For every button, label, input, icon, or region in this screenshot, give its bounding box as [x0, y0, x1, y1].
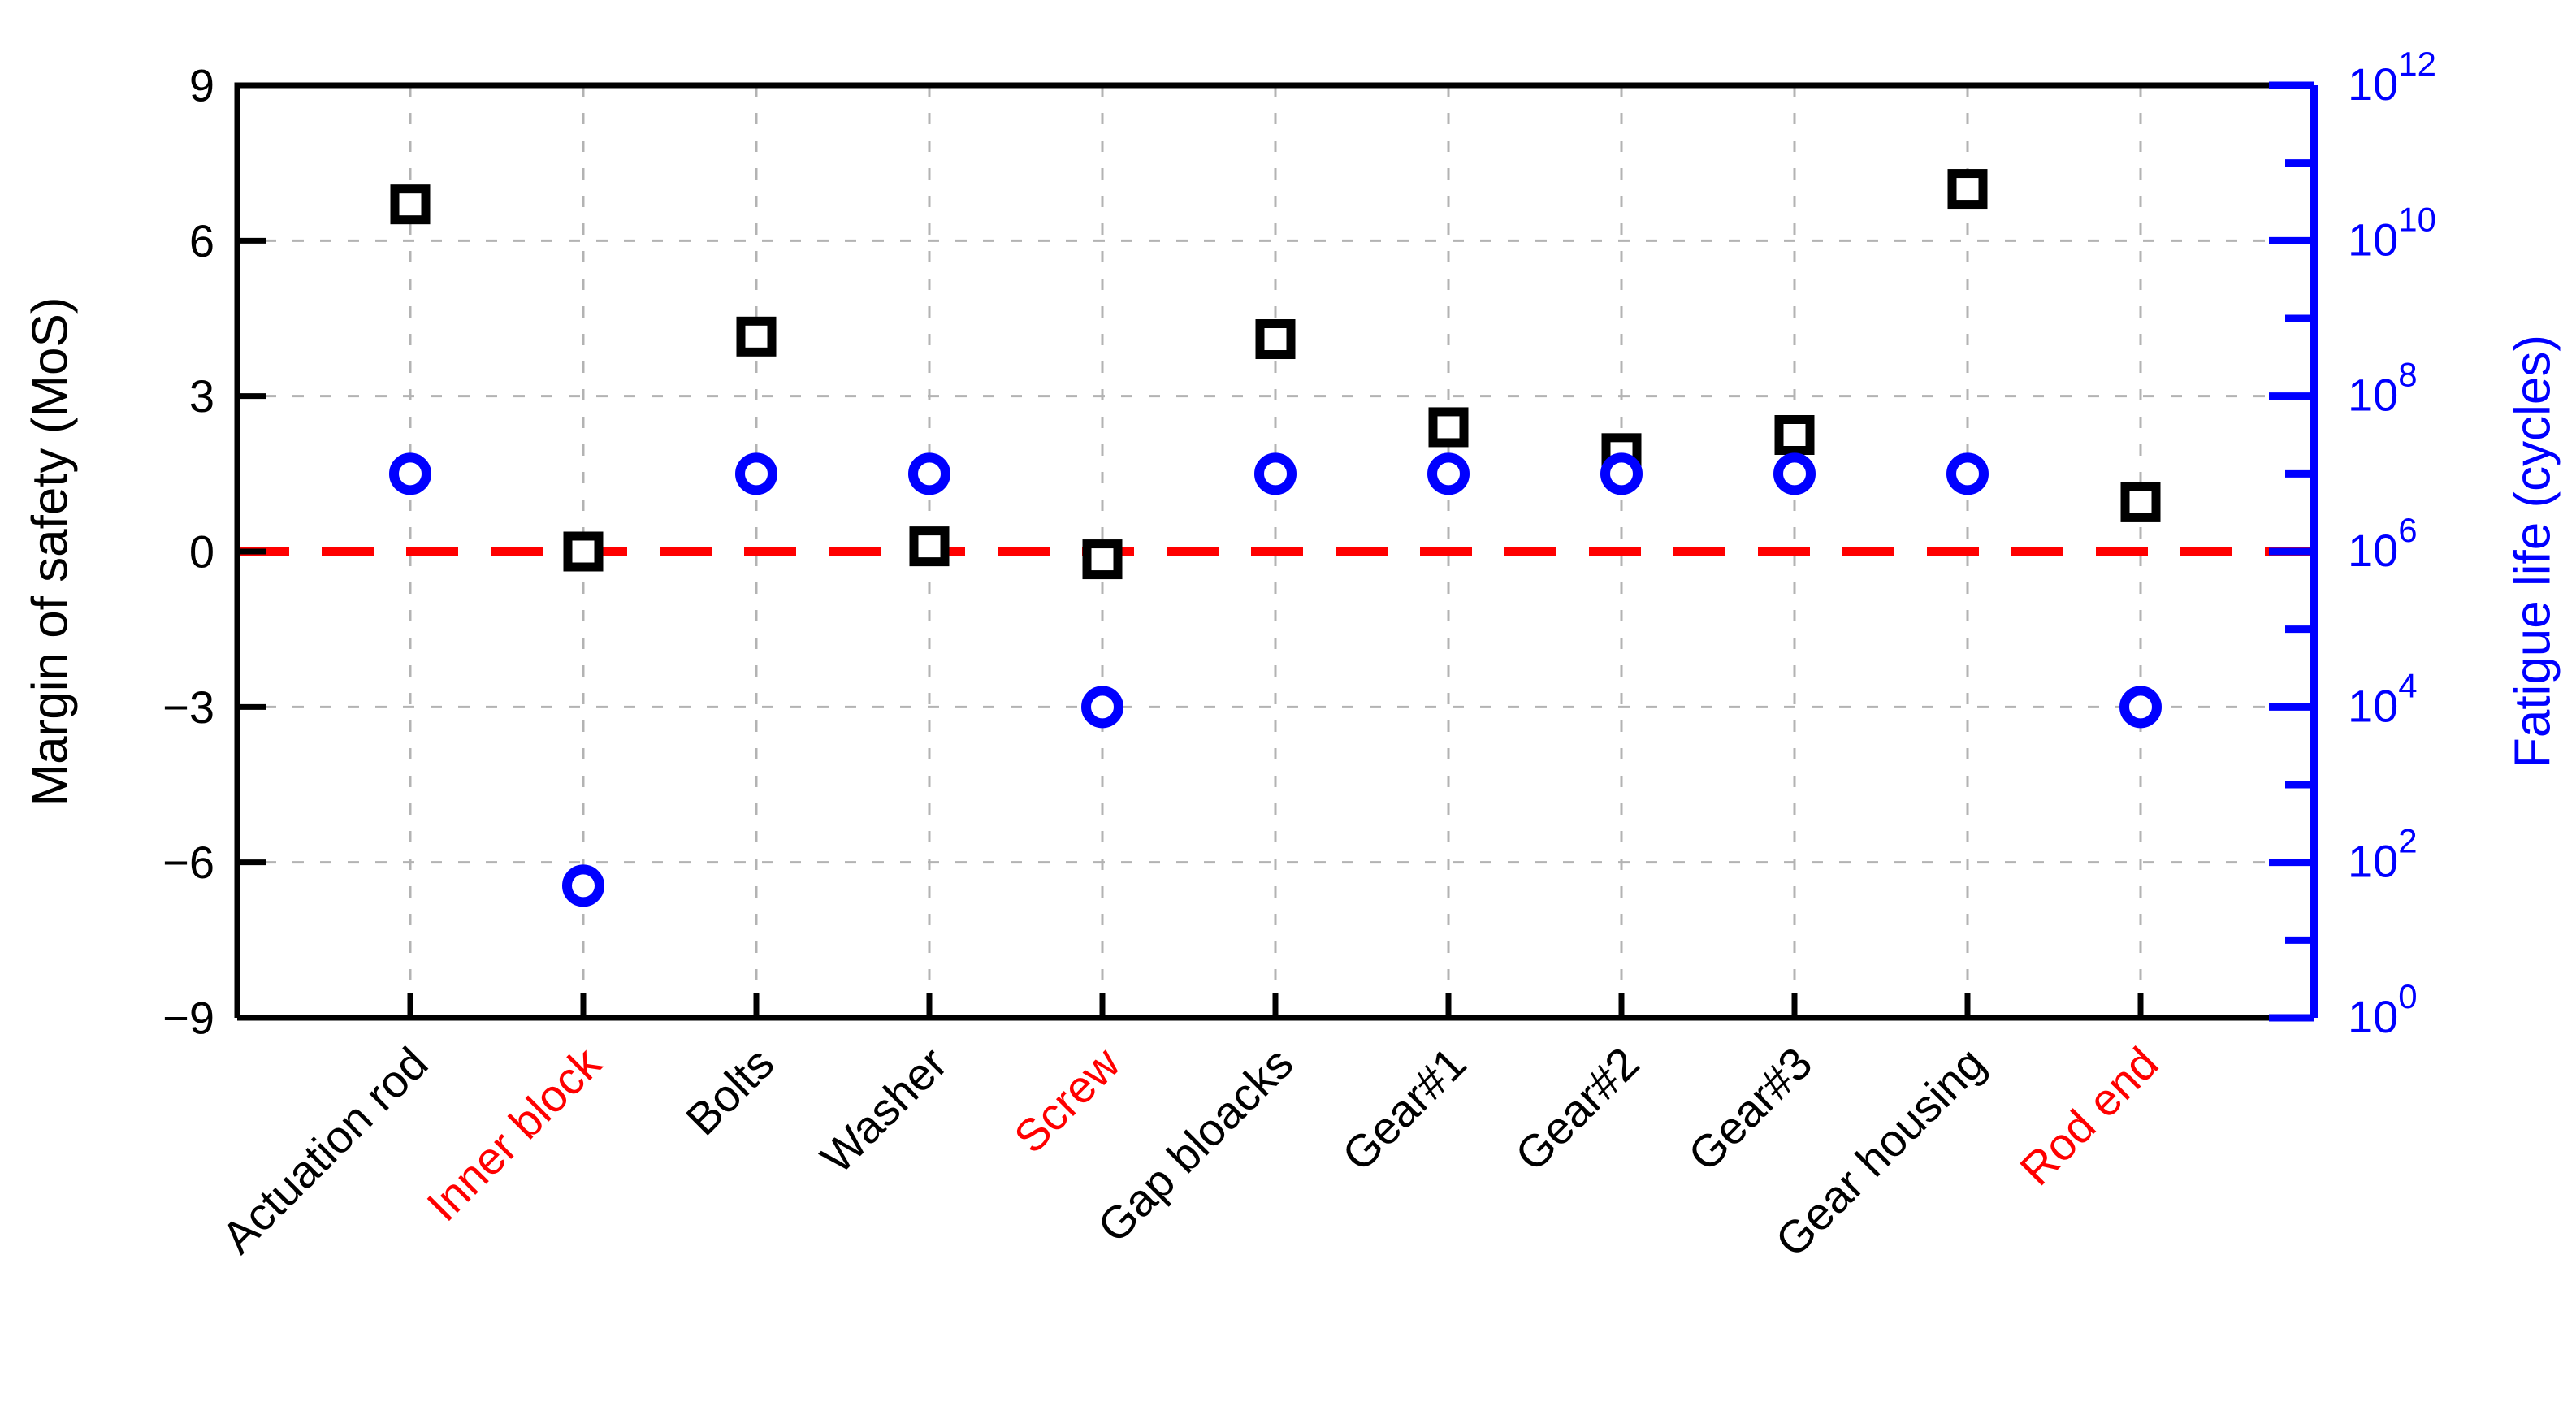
- left-axis-tick-label: 3: [189, 370, 214, 422]
- left-axis-title: Margin of safety (MoS): [22, 296, 79, 807]
- mos-marker-0: [390, 184, 431, 225]
- x-category-label-3: Washer: [811, 1037, 957, 1183]
- fatigue-marker-4: [1081, 686, 1123, 729]
- right-axis-tick-label: 1012: [2348, 45, 2436, 110]
- fatigue-marker-6: [1427, 452, 1470, 495]
- left-axis-tick-label: −6: [162, 837, 214, 888]
- fatigue-marker-0: [389, 452, 431, 495]
- fatigue-marker-9: [1946, 452, 1989, 495]
- mos-marker-10: [2120, 482, 2161, 522]
- fatigue-marker-5: [1254, 452, 1297, 495]
- mos-marker-4: [1082, 539, 1123, 580]
- mos-marker-5: [1255, 319, 1296, 360]
- x-category-label-6: Gear#1: [1332, 1037, 1476, 1181]
- left-axis-tick-label: −9: [162, 993, 214, 1044]
- fatigue-marker-3: [908, 452, 950, 495]
- x-category-label-10: Rod end: [2010, 1037, 2167, 1195]
- left-axis-tick-label: 9: [189, 60, 214, 111]
- mos-marker-6: [1428, 407, 1469, 448]
- fatigue-marker-2: [735, 452, 777, 495]
- fatigue-marker-8: [1773, 452, 1816, 495]
- right-axis-tick-label: 106: [2348, 511, 2418, 576]
- right-axis-tick-label: 100: [2348, 977, 2418, 1042]
- x-category-label-8: Gear#3: [1678, 1037, 1822, 1181]
- right-axis-tick-label: 104: [2348, 666, 2418, 731]
- x-category-label-2: Bolts: [676, 1037, 784, 1145]
- x-category-label-0: Actuation rod: [212, 1037, 438, 1263]
- right-axis-tick-label: 102: [2348, 822, 2418, 887]
- right-axis-tick-label: 1010: [2348, 200, 2436, 265]
- mos-marker-9: [1947, 169, 1988, 210]
- mos-marker-3: [909, 526, 950, 567]
- fatigue-marker-7: [1600, 452, 1643, 495]
- mos-marker-1: [563, 531, 604, 572]
- fatigue-marker-10: [2119, 686, 2162, 729]
- left-axis-tick-label: 0: [189, 526, 214, 578]
- right-axis-title: Fatigue life (cycles): [2505, 334, 2561, 769]
- fatigue-marker-1: [562, 864, 604, 907]
- mos-marker-8: [1774, 415, 1815, 455]
- x-category-label-1: Inner block: [417, 1036, 611, 1231]
- right-axis-tick-label: 108: [2348, 356, 2418, 421]
- x-category-label-7: Gear#2: [1505, 1037, 1649, 1181]
- left-axis-tick-label: −3: [162, 682, 214, 733]
- left-axis-tick-label: 6: [189, 215, 214, 266]
- x-category-label-4: Screw: [1004, 1037, 1130, 1163]
- mos-marker-2: [736, 316, 777, 357]
